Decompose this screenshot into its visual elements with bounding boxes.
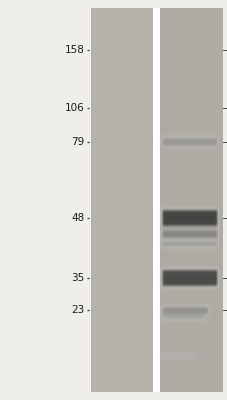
- Text: 48: 48: [71, 213, 84, 223]
- Text: 23: 23: [71, 305, 84, 315]
- Text: 158: 158: [64, 45, 84, 55]
- Text: 79: 79: [71, 137, 84, 147]
- Text: 35: 35: [71, 273, 84, 283]
- Bar: [91, 8, 152, 392]
- Bar: [152, 8, 159, 392]
- Text: 106: 106: [64, 103, 84, 113]
- Bar: [159, 8, 222, 392]
